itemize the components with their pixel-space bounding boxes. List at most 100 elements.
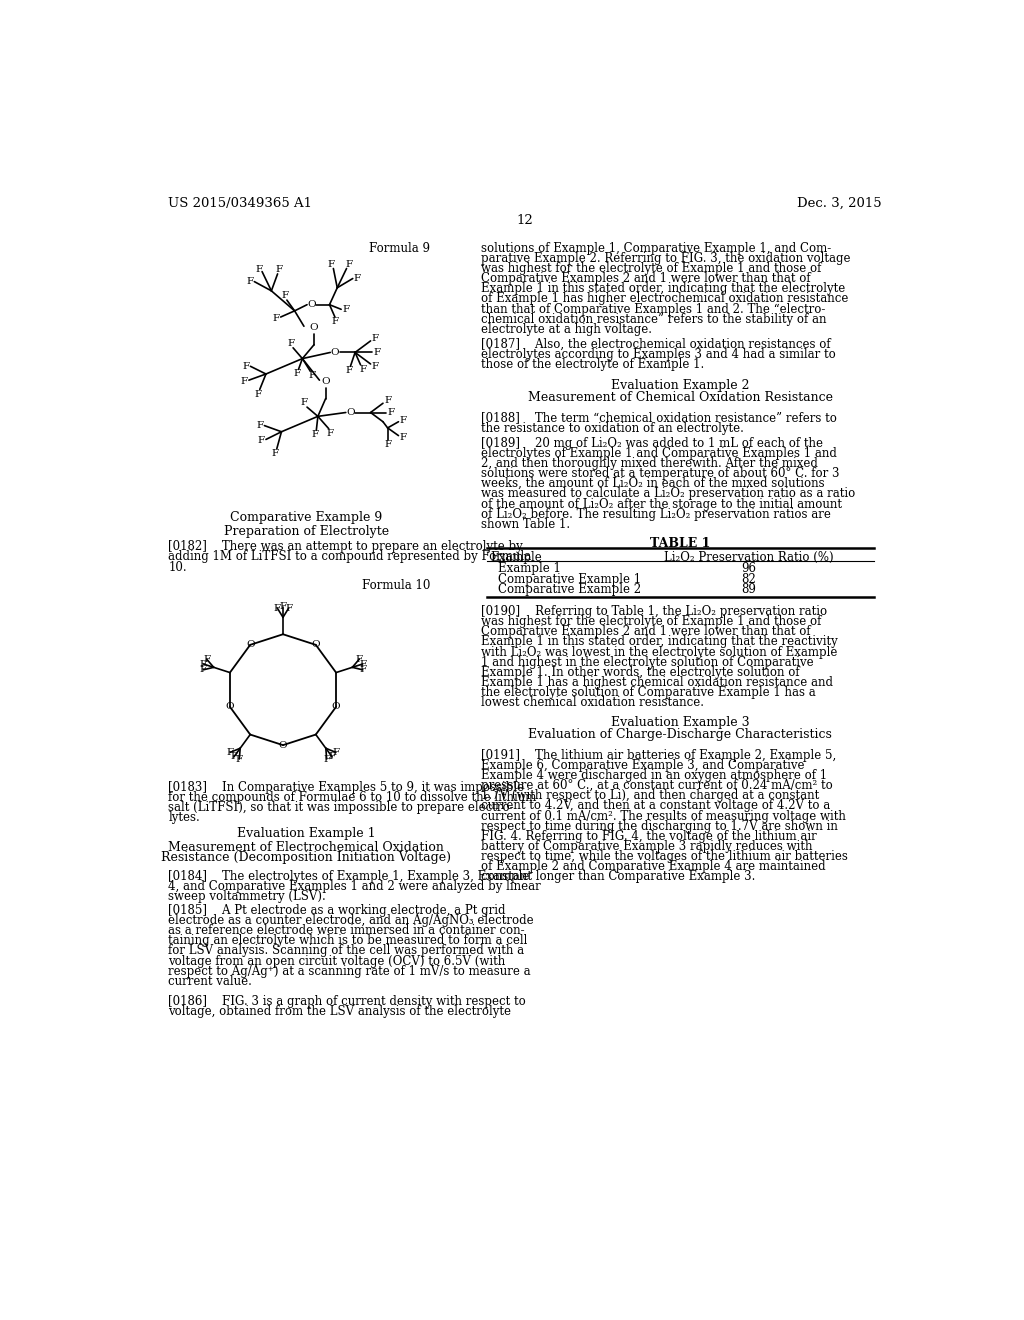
Text: for LSV analysis. Scanning of the cell was performed with a: for LSV analysis. Scanning of the cell w… [168, 944, 524, 957]
Text: F: F [342, 305, 349, 314]
Text: lowest chemical oxidation resistance.: lowest chemical oxidation resistance. [480, 697, 703, 709]
Text: 2, and then thoroughly mixed therewith. After the mixed: 2, and then thoroughly mixed therewith. … [480, 457, 817, 470]
Text: F: F [258, 437, 265, 445]
Text: F: F [329, 752, 336, 762]
Text: 1.7V (with respect to Li), and then charged at a constant: 1.7V (with respect to Li), and then char… [480, 789, 819, 803]
Text: Measurement of Electrochemical Oxidation: Measurement of Electrochemical Oxidation [168, 841, 444, 854]
Text: [0183]    In Comparative Examples 5 to 9, it was impossible: [0183] In Comparative Examples 5 to 9, i… [168, 780, 524, 793]
Text: 12: 12 [516, 214, 534, 227]
Text: F: F [272, 314, 280, 323]
Text: respect to Ag/Ag⁺) at a scanning rate of 1 mV/s to measure a: respect to Ag/Ag⁺) at a scanning rate of… [168, 965, 530, 978]
Text: shown Table 1.: shown Table 1. [480, 517, 569, 531]
Text: [0184]    The electrolytes of Example 1, Example 3, Example: [0184] The electrolytes of Example 1, Ex… [168, 870, 529, 883]
Text: electrolyte at a high voltage.: electrolyte at a high voltage. [480, 323, 651, 335]
Text: Formula 9: Formula 9 [370, 242, 430, 255]
Text: O: O [322, 378, 330, 387]
Text: weeks, the amount of Li₂O₂ in each of the mixed solutions: weeks, the amount of Li₂O₂ in each of th… [480, 478, 824, 490]
Text: F: F [355, 655, 362, 664]
Text: F: F [311, 430, 318, 440]
Text: 96: 96 [741, 562, 757, 576]
Text: of the amount of Li₂O₂ after the storage to the initial amount: of the amount of Li₂O₂ after the storage… [480, 498, 842, 511]
Text: [0185]    A Pt electrode as a working electrode, a Pt grid: [0185] A Pt electrode as a working elect… [168, 904, 506, 917]
Text: Resistance (Decomposition Initiation Voltage): Resistance (Decomposition Initiation Vol… [161, 851, 452, 863]
Text: F: F [308, 371, 315, 380]
Text: for the compounds of Formulae 6 to 10 to dissolve the lithium: for the compounds of Formulae 6 to 10 to… [168, 791, 537, 804]
Text: Comparative Examples 2 and 1 were lower than that of: Comparative Examples 2 and 1 were lower … [480, 272, 810, 285]
Text: F: F [255, 389, 262, 399]
Text: Example 1: Example 1 [498, 562, 560, 576]
Text: than that of Comparative Examples 1 and 2. The “electro-: than that of Comparative Examples 1 and … [480, 302, 825, 315]
Text: [0189]    20 mg of Li₂O₂ was added to 1 mL of each of the: [0189] 20 mg of Li₂O₂ was added to 1 mL … [480, 437, 822, 450]
Text: constant longer than Comparative Example 3.: constant longer than Comparative Example… [480, 870, 755, 883]
Text: Comparative Examples 2 and 1 were lower than that of: Comparative Examples 2 and 1 were lower … [480, 626, 810, 639]
Text: [0188]    The term “chemical oxidation resistance” refers to: [0188] The term “chemical oxidation resi… [480, 412, 837, 425]
Text: current of 0.1 mA/cm². The results of measuring voltage with: current of 0.1 mA/cm². The results of me… [480, 809, 846, 822]
Text: Evaluation Example 2: Evaluation Example 2 [611, 379, 750, 392]
Text: of Example 2 and Comparative Example 4 are maintained: of Example 2 and Comparative Example 4 a… [480, 861, 825, 874]
Text: O: O [307, 300, 316, 309]
Text: Example 1. In other words, the electrolyte solution of: Example 1. In other words, the electroly… [480, 667, 800, 678]
Text: F: F [359, 665, 367, 675]
Text: was highest for the electrolyte of Example 1 and those of: was highest for the electrolyte of Examp… [480, 261, 821, 275]
Text: F: F [345, 260, 352, 269]
Text: TABLE 1: TABLE 1 [650, 537, 711, 550]
Text: O: O [311, 640, 321, 649]
Text: F: F [200, 660, 207, 668]
Text: Comparative Example 1: Comparative Example 1 [498, 573, 641, 586]
Text: F: F [282, 290, 289, 300]
Text: Preparation of Electrolyte: Preparation of Electrolyte [223, 525, 389, 539]
Text: US 2015/0349365 A1: US 2015/0349365 A1 [168, 197, 312, 210]
Text: Measurement of Chemical Oxidation Resistance: Measurement of Chemical Oxidation Resist… [527, 391, 833, 404]
Text: taining an electrolyte which is to be measured to form a cell: taining an electrolyte which is to be me… [168, 935, 527, 948]
Text: O: O [346, 408, 354, 417]
Text: of Li₂O₂ before. The resulting Li₂O₂ preservation ratios are: of Li₂O₂ before. The resulting Li₂O₂ pre… [480, 508, 830, 520]
Text: F: F [256, 421, 263, 430]
Text: parative Example 2. Referring to FIG. 3, the oxidation voltage: parative Example 2. Referring to FIG. 3,… [480, 252, 850, 265]
Text: Evaluation of Charge-Discharge Characteristics: Evaluation of Charge-Discharge Character… [528, 727, 833, 741]
Text: F: F [373, 348, 380, 356]
Text: Example 6, Comparative Example 3, and Comparative: Example 6, Comparative Example 3, and Co… [480, 759, 804, 772]
Text: voltage, obtained from the LSV analysis of the electrolyte: voltage, obtained from the LSV analysis … [168, 1005, 511, 1018]
Text: 1 and highest in the electrolyte solution of Comparative: 1 and highest in the electrolyte solutio… [480, 656, 813, 669]
Text: 4, and Comparative Examples 1 and 2 were analyzed by linear: 4, and Comparative Examples 1 and 2 were… [168, 880, 541, 894]
Text: current to 4.2V, and then at a constant voltage of 4.2V to a: current to 4.2V, and then at a constant … [480, 800, 829, 812]
Text: F: F [354, 275, 361, 282]
Text: F: F [226, 748, 233, 756]
Text: Evaluation Example 3: Evaluation Example 3 [611, 715, 750, 729]
Text: electrolytes of Example 1 and Comparative Examples 1 and: electrolytes of Example 1 and Comparativ… [480, 446, 837, 459]
Text: O: O [279, 741, 288, 750]
Text: F: F [236, 755, 243, 763]
Text: F: F [328, 260, 335, 269]
Text: O: O [246, 640, 255, 649]
Text: [0182]    There was an attempt to prepare an electrolyte by: [0182] There was an attempt to prepare a… [168, 540, 523, 553]
Text: with Li₂O₂ was lowest in the electrolyte solution of Example: with Li₂O₂ was lowest in the electrolyte… [480, 645, 837, 659]
Text: of Example 1 has higher electrochemical oxidation resistance: of Example 1 has higher electrochemical … [480, 293, 848, 305]
Text: was measured to calculate a Li₂O₂ preservation ratio as a ratio: was measured to calculate a Li₂O₂ preser… [480, 487, 855, 500]
Text: solutions were stored at a temperature of about 60° C. for 3: solutions were stored at a temperature o… [480, 467, 839, 480]
Text: O: O [309, 323, 318, 333]
Text: F: F [372, 362, 379, 371]
Text: [0190]    Referring to Table 1, the Li₂O₂ preservation ratio: [0190] Referring to Table 1, the Li₂O₂ p… [480, 605, 826, 618]
Text: F: F [200, 665, 207, 675]
Text: F: F [359, 364, 367, 374]
Text: O: O [331, 348, 339, 356]
Text: salt (LiTFSI), so that it was impossible to prepare electro-: salt (LiTFSI), so that it was impossible… [168, 801, 514, 814]
Text: F: F [241, 378, 248, 387]
Text: F: F [275, 265, 283, 273]
Text: sweep voltammetry (LSV).: sweep voltammetry (LSV). [168, 890, 326, 903]
Text: F: F [384, 396, 391, 405]
Text: F: F [387, 408, 394, 417]
Text: solutions of Example 1, Comparative Example 1, and Com-: solutions of Example 1, Comparative Exam… [480, 242, 830, 255]
Text: F: F [332, 317, 339, 326]
Text: F: F [372, 334, 379, 343]
Text: Formula 10: Formula 10 [361, 579, 430, 591]
Text: F: F [399, 433, 407, 442]
Text: F: F [399, 416, 407, 425]
Text: Li₂O₂ Preservation Ratio (%): Li₂O₂ Preservation Ratio (%) [664, 552, 834, 564]
Text: electrode as a counter electrode, and an Ag/AgNO₃ electrode: electrode as a counter electrode, and an… [168, 913, 534, 927]
Text: those of the electrolyte of Example 1.: those of the electrolyte of Example 1. [480, 358, 703, 371]
Text: F: F [294, 370, 300, 379]
Text: F: F [273, 603, 281, 612]
Text: Example 4 were discharged in an oxygen atmosphere of 1: Example 4 were discharged in an oxygen a… [480, 768, 826, 781]
Text: F: F [280, 602, 287, 611]
